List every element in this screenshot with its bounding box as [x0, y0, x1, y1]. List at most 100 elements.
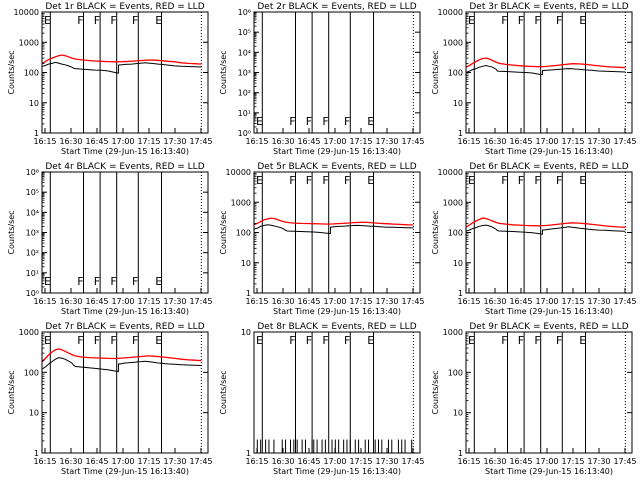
x-tick-label: 17:00 — [535, 137, 558, 146]
interval-marker-label: E — [468, 174, 475, 187]
interval-marker-label: E — [256, 115, 263, 128]
interval-marker-label: F — [344, 334, 350, 347]
x-axis-label: Start Time (29-Jun-15 16:13:40) — [485, 307, 613, 316]
y-tick-label: 100 — [448, 368, 463, 377]
x-tick-label: 17:00 — [323, 457, 346, 466]
series-line-events — [41, 357, 202, 373]
series-line-lld — [465, 57, 626, 69]
x-tick-label: 16:45 — [85, 457, 108, 466]
x-tick-label: 16:15 — [245, 457, 268, 466]
interval-marker-label: F — [518, 14, 524, 27]
panel-title: Det 6r BLACK = Events, RED = LLD — [469, 162, 628, 172]
x-tick-label: 16:15 — [457, 297, 480, 306]
x-tick-label: 16:45 — [509, 137, 532, 146]
interval-marker-label: F — [344, 174, 350, 187]
series-line-lld — [41, 348, 202, 363]
interval-marker-label: E — [44, 334, 51, 347]
x-tick-label: 16:30 — [59, 457, 82, 466]
plot-frame — [253, 331, 421, 454]
y-tick-label: 1 — [458, 289, 463, 298]
x-tick-label: 16:30 — [483, 137, 506, 146]
x-tick-label: 16:45 — [85, 297, 108, 306]
interval-marker-label: F — [501, 174, 507, 187]
x-tick-label: 17:45 — [189, 137, 212, 146]
interval-marker-label: E — [44, 275, 51, 288]
interval-marker-label: F — [77, 14, 83, 27]
y-tick-label: 10³ — [26, 229, 39, 238]
x-tick-label: 16:45 — [509, 457, 532, 466]
x-tick-label: 17:30 — [375, 457, 398, 466]
y-tick-label: 10 — [241, 259, 251, 268]
x-tick-label: 16:30 — [271, 297, 294, 306]
x-tick-label: 17:00 — [323, 297, 346, 306]
x-tick-label: 16:30 — [483, 297, 506, 306]
x-axis-label: Start Time (29-Jun-15 16:13:40) — [61, 467, 189, 476]
y-axis-label: Counts/sec — [219, 370, 228, 414]
series-line-lld — [41, 54, 202, 65]
y-tick-label: 10⁵ — [238, 28, 251, 37]
panel-title: Det 5r BLACK = Events, RED = LLD — [257, 162, 416, 172]
x-tick-label: 17:45 — [613, 297, 636, 306]
y-axis-label: Counts/sec — [7, 210, 16, 254]
x-tick-label: 17:00 — [323, 137, 346, 146]
x-tick-label: 17:00 — [535, 457, 558, 466]
y-tick-label: 10 — [29, 99, 39, 108]
interval-marker-label: F — [534, 334, 540, 347]
y-tick-label: 1 — [458, 449, 463, 458]
y-tick-label: 10000 — [14, 8, 39, 17]
interval-marker-label: E — [256, 174, 263, 187]
y-tick-label: 10⁰ — [238, 129, 251, 138]
interval-marker-label: E — [468, 14, 475, 27]
interval-marker-label: E — [44, 14, 51, 27]
y-tick-label: 1 — [246, 449, 251, 458]
interval-marker-label: E — [367, 174, 374, 187]
x-tick-label: 17:15 — [137, 457, 160, 466]
y-tick-label: 1000 — [19, 38, 39, 47]
y-tick-label: 10 — [453, 99, 463, 108]
y-tick-label: 100 — [448, 229, 463, 238]
interval-marker-label: F — [94, 275, 100, 288]
interval-marker-label: E — [579, 174, 586, 187]
x-tick-label: 17:30 — [587, 137, 610, 146]
y-tick-label: 1000 — [443, 328, 463, 337]
x-tick-label: 17:45 — [613, 137, 636, 146]
y-tick-label: 10⁴ — [238, 48, 251, 57]
interval-marker-label: E — [256, 334, 263, 347]
series-line-events — [465, 64, 626, 76]
x-tick-label: 16:15 — [245, 137, 268, 146]
y-axis-label: Counts/sec — [7, 50, 16, 94]
y-tick-label: 10 — [241, 328, 251, 337]
y-tick-label: 100 — [24, 368, 39, 377]
y-tick-label: 10 — [29, 409, 39, 418]
x-tick-label: 16:15 — [33, 137, 56, 146]
y-tick-label: 1 — [34, 449, 39, 458]
plot-frame — [41, 331, 209, 454]
x-tick-label: 17:15 — [137, 297, 160, 306]
y-tick-label: 1000 — [443, 198, 463, 207]
x-tick-label: 17:30 — [375, 297, 398, 306]
x-tick-label: 17:15 — [137, 137, 160, 146]
panel-title: Det 7r BLACK = Events, RED = LLD — [45, 322, 204, 332]
interval-marker-label: E — [367, 334, 374, 347]
y-tick-label: 1 — [34, 129, 39, 138]
interval-marker-label: F — [289, 174, 295, 187]
interval-marker-label: F — [556, 14, 562, 27]
x-tick-label: 17:30 — [375, 137, 398, 146]
y-tick-label: 10 — [453, 259, 463, 268]
x-tick-label: 16:15 — [33, 297, 56, 306]
x-tick-label: 17:30 — [163, 137, 186, 146]
x-tick-label: 16:30 — [271, 137, 294, 146]
interval-marker-label: F — [132, 334, 138, 347]
x-tick-label: 17:15 — [561, 137, 584, 146]
x-tick-label: 17:45 — [613, 457, 636, 466]
interval-marker-label: F — [289, 115, 295, 128]
y-tick-label: 10000 — [226, 168, 251, 177]
y-tick-label: 10⁰ — [26, 289, 39, 298]
